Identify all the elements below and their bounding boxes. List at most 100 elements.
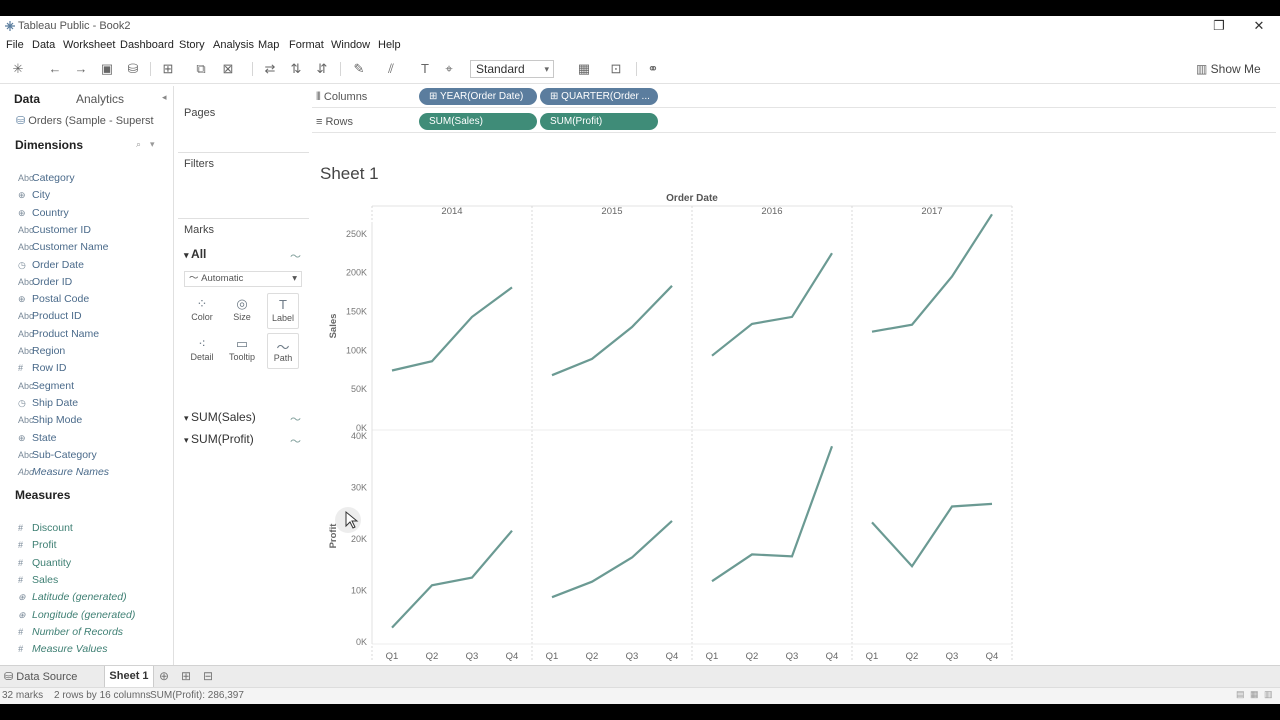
menu-analysis[interactable]: Analysis: [213, 39, 254, 51]
swap-rows-columns-icon[interactable]: ⇄: [264, 61, 276, 76]
path-button[interactable]: 〜 Path: [267, 333, 299, 369]
show-me-button[interactable]: ▥ Show Me: [1196, 62, 1261, 76]
fit-select[interactable]: Standard ▾: [470, 60, 554, 78]
columns-shelf[interactable]: ⦀ Columns ⊞ YEAR(Order Date) ⊞ QUARTER(O…: [312, 86, 1276, 108]
show-mark-labels-icon[interactable]: T: [421, 61, 429, 76]
field-ship-mode[interactable]: AbcShip Mode: [18, 414, 82, 431]
field-quantity[interactable]: # Quantity: [18, 557, 71, 574]
new-dashboard-icon[interactable]: ⊞: [181, 669, 192, 683]
field-city[interactable]: ⊕ City: [18, 189, 50, 206]
fix-axes-icon[interactable]: ⌖: [445, 61, 453, 76]
sheet-title: Sheet 1: [320, 164, 379, 183]
view-filmstrip-icon[interactable]: ▥: [1264, 689, 1273, 699]
field-row-id[interactable]: # Row ID: [18, 362, 66, 379]
sort-ascending-icon[interactable]: ⇅: [290, 61, 302, 76]
field-longitude-generated[interactable]: ⊕ Longitude (generated): [18, 609, 135, 626]
field-segment[interactable]: AbcSegment: [18, 380, 74, 397]
field-ship-date[interactable]: ◷ Ship Date: [18, 397, 78, 414]
field-sub-category[interactable]: AbcSub-Category: [18, 449, 97, 466]
label-button[interactable]: T Label: [267, 293, 299, 329]
marks-sum-profit-row[interactable]: ▾ SUM(Profit): [184, 432, 254, 446]
field-country[interactable]: ⊕ Country: [18, 207, 69, 224]
redo-icon[interactable]: →: [74, 61, 88, 76]
year-order-date-pill[interactable]: ⊞ YEAR(Order Date): [419, 88, 537, 105]
tab-data[interactable]: Data: [14, 92, 41, 106]
save-icon[interactable]: ▣: [100, 61, 114, 76]
field-product-name[interactable]: AbcProduct Name: [18, 328, 99, 345]
new-worksheet-icon[interactable]: ⊞: [162, 61, 174, 76]
collapse-pane-icon[interactable]: ◂: [162, 92, 167, 102]
tab-analytics[interactable]: Analytics: [76, 92, 125, 106]
new-datasource-icon[interactable]: ⛁: [127, 61, 139, 76]
rows-shelf[interactable]: ≡ Rows SUM(Sales) SUM(Profit): [312, 111, 1276, 133]
show-cards-icon[interactable]: ▦: [577, 61, 591, 76]
sort-descending-icon[interactable]: ⇵: [316, 61, 328, 76]
field-customer-id[interactable]: AbcCustomer ID: [18, 224, 91, 241]
field-discount[interactable]: # Discount: [18, 522, 73, 539]
field-category[interactable]: AbcCategory: [18, 172, 75, 189]
field-measure-names[interactable]: AbcMeasure Names: [18, 466, 109, 483]
duplicate-sheet-icon[interactable]: ⧉: [196, 61, 206, 76]
menu-help[interactable]: Help: [378, 39, 401, 51]
field-number-of-records[interactable]: # Number of Records: [18, 626, 123, 643]
menu-window[interactable]: Window: [331, 39, 371, 51]
marks-sum-sales-row[interactable]: ▾ SUM(Sales): [184, 410, 256, 424]
field-type-icon: #: [18, 523, 24, 533]
field-order-id[interactable]: AbcOrder ID: [18, 276, 72, 293]
clear-sheet-icon[interactable]: ⊠: [222, 61, 234, 76]
quarter-order-date-pill[interactable]: ⊞ QUARTER(Order ...: [540, 88, 658, 105]
group-members-icon[interactable]: ⫽: [388, 61, 394, 76]
new-story-icon[interactable]: ⊟: [203, 669, 214, 683]
menu-format[interactable]: Format: [289, 39, 324, 51]
size-button[interactable]: ◎ Size: [226, 293, 258, 329]
field-postal-code[interactable]: ⊕ Postal Code: [18, 293, 89, 310]
tooltip-button[interactable]: ▭ Tooltip: [226, 333, 258, 369]
menu-data[interactable]: Data: [32, 39, 56, 51]
undo-icon[interactable]: ←: [48, 61, 62, 76]
sum-profit-pill[interactable]: SUM(Profit): [540, 113, 658, 130]
field-region[interactable]: AbcRegion: [18, 345, 65, 362]
menu-story[interactable]: Story: [179, 39, 205, 51]
restore-button[interactable]: ❐: [1213, 18, 1225, 33]
sum-sales-pill[interactable]: SUM(Sales): [419, 113, 537, 130]
view-sheet-icon[interactable]: ▤: [1236, 689, 1245, 699]
mark-type-select[interactable]: 〜 Automatic ▾: [184, 271, 302, 287]
field-label: Longitude (generated): [32, 608, 136, 621]
profit-line-2014: [391, 529, 513, 629]
menu-dashboard[interactable]: Dashboard: [120, 39, 174, 51]
field-measure-values[interactable]: # Measure Values: [18, 643, 107, 660]
marks-all-row[interactable]: ▾ All: [184, 247, 206, 261]
new-worksheet-icon[interactable]: ⊕: [159, 669, 170, 683]
field-menu-icon[interactable]: ▾: [150, 139, 155, 149]
marks-card: Marks ▾ All 〜 〜 Automatic ▾ ⁘ Color ◎ Size…: [178, 218, 309, 450]
view-sorter-icon[interactable]: ▦: [1250, 689, 1259, 699]
field-latitude-generated[interactable]: ⊕ Latitude (generated): [18, 591, 127, 608]
expand-arrow-icon: ▾: [184, 413, 192, 423]
field-product-id[interactable]: AbcProduct ID: [18, 310, 82, 327]
field-type-icon: ⊕: [18, 592, 26, 603]
detail-button[interactable]: ⁖ Detail: [186, 333, 218, 369]
presentation-mode-icon[interactable]: ⊡: [610, 61, 622, 76]
menu-map[interactable]: Map: [258, 39, 280, 51]
menu-worksheet[interactable]: Worksheet: [63, 39, 116, 51]
field-order-date[interactable]: ◷ Order Date: [18, 259, 84, 276]
color-button[interactable]: ⁘ Color: [186, 293, 218, 329]
field-sales[interactable]: # Sales: [18, 574, 58, 591]
field-customer-name[interactable]: AbcCustomer Name: [18, 241, 108, 258]
data-source-tab-label: Data Source: [16, 671, 78, 683]
field-state[interactable]: ⊕ State: [18, 432, 57, 449]
tableau-home-icon[interactable]: ✳: [12, 61, 24, 76]
menu-file[interactable]: File: [6, 39, 24, 51]
close-button[interactable]: ✕: [1253, 18, 1265, 33]
field-profit[interactable]: # Profit: [18, 539, 57, 556]
highlight-icon[interactable]: ✎: [353, 61, 365, 76]
data-source-tab[interactable]: ⛁ Data Source: [4, 670, 77, 683]
field-label: Product Name: [32, 327, 100, 340]
search-icon[interactable]: ⌕: [136, 139, 142, 149]
tab-sheet-1[interactable]: Sheet 1: [104, 666, 154, 687]
share-icon[interactable]: ⚭: [647, 61, 659, 76]
datasource-item[interactable]: ⛁ Orders (Sample - Superst: [16, 114, 154, 127]
filters-card[interactable]: Filters: [178, 152, 309, 214]
field-type-icon: ⊕: [18, 609, 26, 620]
pages-card[interactable]: Pages: [178, 102, 309, 148]
